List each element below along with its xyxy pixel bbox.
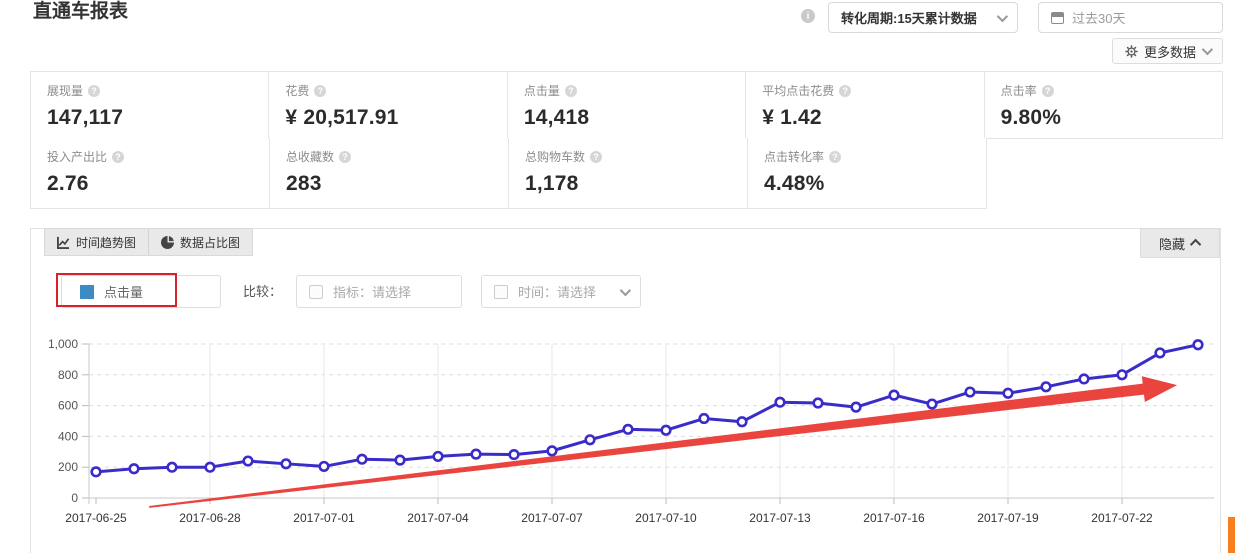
stats-row-2: 投入产出比? 2.76 总收藏数? 283 总购物车数? 1,178 点击转化率…	[30, 138, 987, 209]
gear-icon	[1125, 44, 1138, 58]
time-placeholder: 时间：请选择	[518, 285, 597, 300]
help-icon[interactable]: ?	[314, 84, 327, 97]
help-icon[interactable]: ?	[590, 150, 603, 163]
svg-text:2017-07-04: 2017-07-04	[407, 511, 469, 525]
help-icon[interactable]: ?	[112, 150, 125, 163]
stat-label: 点击转化率	[764, 150, 825, 164]
stat-value: 2.76	[47, 172, 89, 195]
svg-text:2017-07-19: 2017-07-19	[977, 511, 1039, 525]
svg-text:600: 600	[58, 399, 78, 413]
stat-value: 1,178	[525, 172, 579, 195]
svg-text:2017-07-13: 2017-07-13	[749, 511, 811, 525]
stat-value: 283	[286, 172, 322, 195]
stat-clicks: 点击量? 14,418	[508, 72, 747, 138]
stat-label: 总收藏数	[286, 150, 335, 164]
svg-text:200: 200	[58, 460, 78, 474]
help-icon[interactable]: ?	[829, 150, 842, 163]
svg-text:2017-07-16: 2017-07-16	[863, 511, 925, 525]
tab-label: 时间趋势图	[76, 235, 137, 250]
chevron-down-icon	[1201, 43, 1214, 56]
help-icon[interactable]: ?	[339, 150, 352, 163]
stat-label: 平均点击花费	[762, 84, 835, 98]
help-icon[interactable]: ?	[88, 84, 101, 97]
metric-checkbox[interactable]	[309, 284, 323, 299]
svg-text:800: 800	[58, 368, 78, 382]
stat-ctr: 点击率? 9.80%	[985, 72, 1222, 138]
stat-conversion-rate: 点击转化率? 4.48%	[748, 138, 986, 208]
conversion-period-value: 转化周期:15天累计数据	[841, 11, 977, 26]
scroll-handle[interactable]	[1228, 517, 1235, 553]
more-data-button[interactable]: 更多数据	[1112, 38, 1223, 64]
legend-label: 点击量	[104, 285, 144, 300]
hide-chart-button[interactable]: 隐藏	[1140, 228, 1220, 258]
stat-roi: 投入产出比? 2.76	[31, 138, 270, 208]
line-chart-icon	[57, 236, 70, 249]
svg-text:400: 400	[58, 429, 78, 443]
stat-value: ¥ 20,517.91	[285, 106, 399, 129]
stat-value: 4.48%	[764, 172, 825, 195]
time-checkbox[interactable]	[494, 284, 508, 299]
chart-tabs: 时间趋势图 数据占比图	[44, 228, 254, 256]
stat-label: 投入产出比	[47, 150, 108, 164]
svg-text:2017-07-07: 2017-07-07	[521, 511, 583, 525]
svg-text:2017-06-28: 2017-06-28	[179, 511, 241, 525]
stat-favorites: 总收藏数? 283	[270, 138, 509, 208]
help-icon[interactable]: ?	[839, 84, 852, 97]
more-data-label: 更多数据	[1143, 44, 1196, 60]
stat-label: 展现量	[47, 84, 84, 98]
legend-swatch-icon	[80, 284, 94, 299]
tab-time-trend[interactable]: 时间趋势图	[45, 229, 149, 255]
help-icon[interactable]: ?	[1041, 84, 1054, 97]
stats-row-1: 展现量? 147,117 花费? ¥ 20,517.91 点击量? 14,418…	[30, 71, 1223, 139]
svg-text:2017-07-10: 2017-07-10	[635, 511, 697, 525]
tab-label: 数据占比图	[180, 235, 241, 250]
chevron-down-icon	[619, 284, 632, 296]
pie-chart-icon	[161, 235, 175, 249]
trend-chart-panel: 时间趋势图 数据占比图 隐藏 点击量 比较： 指标：请选择 时间：请选择 0 20…	[30, 228, 1221, 553]
help-icon[interactable]: ?	[564, 84, 577, 97]
date-range-value: 过去30天	[1072, 11, 1126, 26]
chevron-down-icon	[996, 10, 1009, 22]
date-range-picker[interactable]: 过去30天	[1038, 2, 1223, 33]
stat-impressions: 展现量? 147,117	[31, 72, 270, 138]
conversion-period-dropdown[interactable]: 转化周期:15天累计数据	[828, 2, 1018, 33]
page-title: 直通车报表	[33, 1, 129, 22]
stat-cost: 花费? ¥ 20,517.91	[269, 72, 508, 138]
stat-value: 14,418	[523, 106, 590, 129]
calendar-icon	[1051, 11, 1064, 24]
stat-avg-click-cost: 平均点击花费? ¥ 1.42	[746, 72, 985, 138]
legend-clicks[interactable]: 点击量	[61, 275, 221, 308]
stat-label: 花费	[285, 84, 310, 98]
hide-label: 隐藏	[1158, 236, 1185, 252]
stat-value: ¥ 1.42	[762, 106, 822, 129]
svg-text:1,000: 1,000	[48, 337, 78, 351]
trend-line-chart[interactable]: 0 200 400 600 800 1,000 2017-06-25 2017-06-28 20…	[34, 334, 1224, 544]
svg-text:2017-06-25: 2017-06-25	[65, 511, 127, 525]
svg-text:2017-07-01: 2017-07-01	[293, 511, 355, 525]
compare-metric-select[interactable]: 指标：请选择	[296, 275, 462, 308]
stat-value: 9.80%	[1000, 106, 1062, 129]
svg-text:2017-07-22: 2017-07-22	[1091, 511, 1153, 525]
stat-label: 点击量	[523, 84, 560, 98]
chevron-up-icon	[1189, 238, 1202, 251]
stat-label: 总购物车数	[525, 150, 586, 164]
tab-data-proportion[interactable]: 数据占比图	[148, 229, 253, 255]
compare-time-select[interactable]: 时间：请选择	[481, 275, 641, 308]
compare-label: 比较：	[243, 284, 283, 299]
info-icon[interactable]: i	[801, 9, 815, 23]
svg-text:0: 0	[71, 491, 78, 505]
stat-carts: 总购物车数? 1,178	[509, 138, 748, 208]
metric-placeholder: 指标：请选择	[333, 285, 412, 300]
stat-label: 点击率	[1000, 84, 1037, 98]
stat-value: 147,117	[47, 106, 124, 129]
